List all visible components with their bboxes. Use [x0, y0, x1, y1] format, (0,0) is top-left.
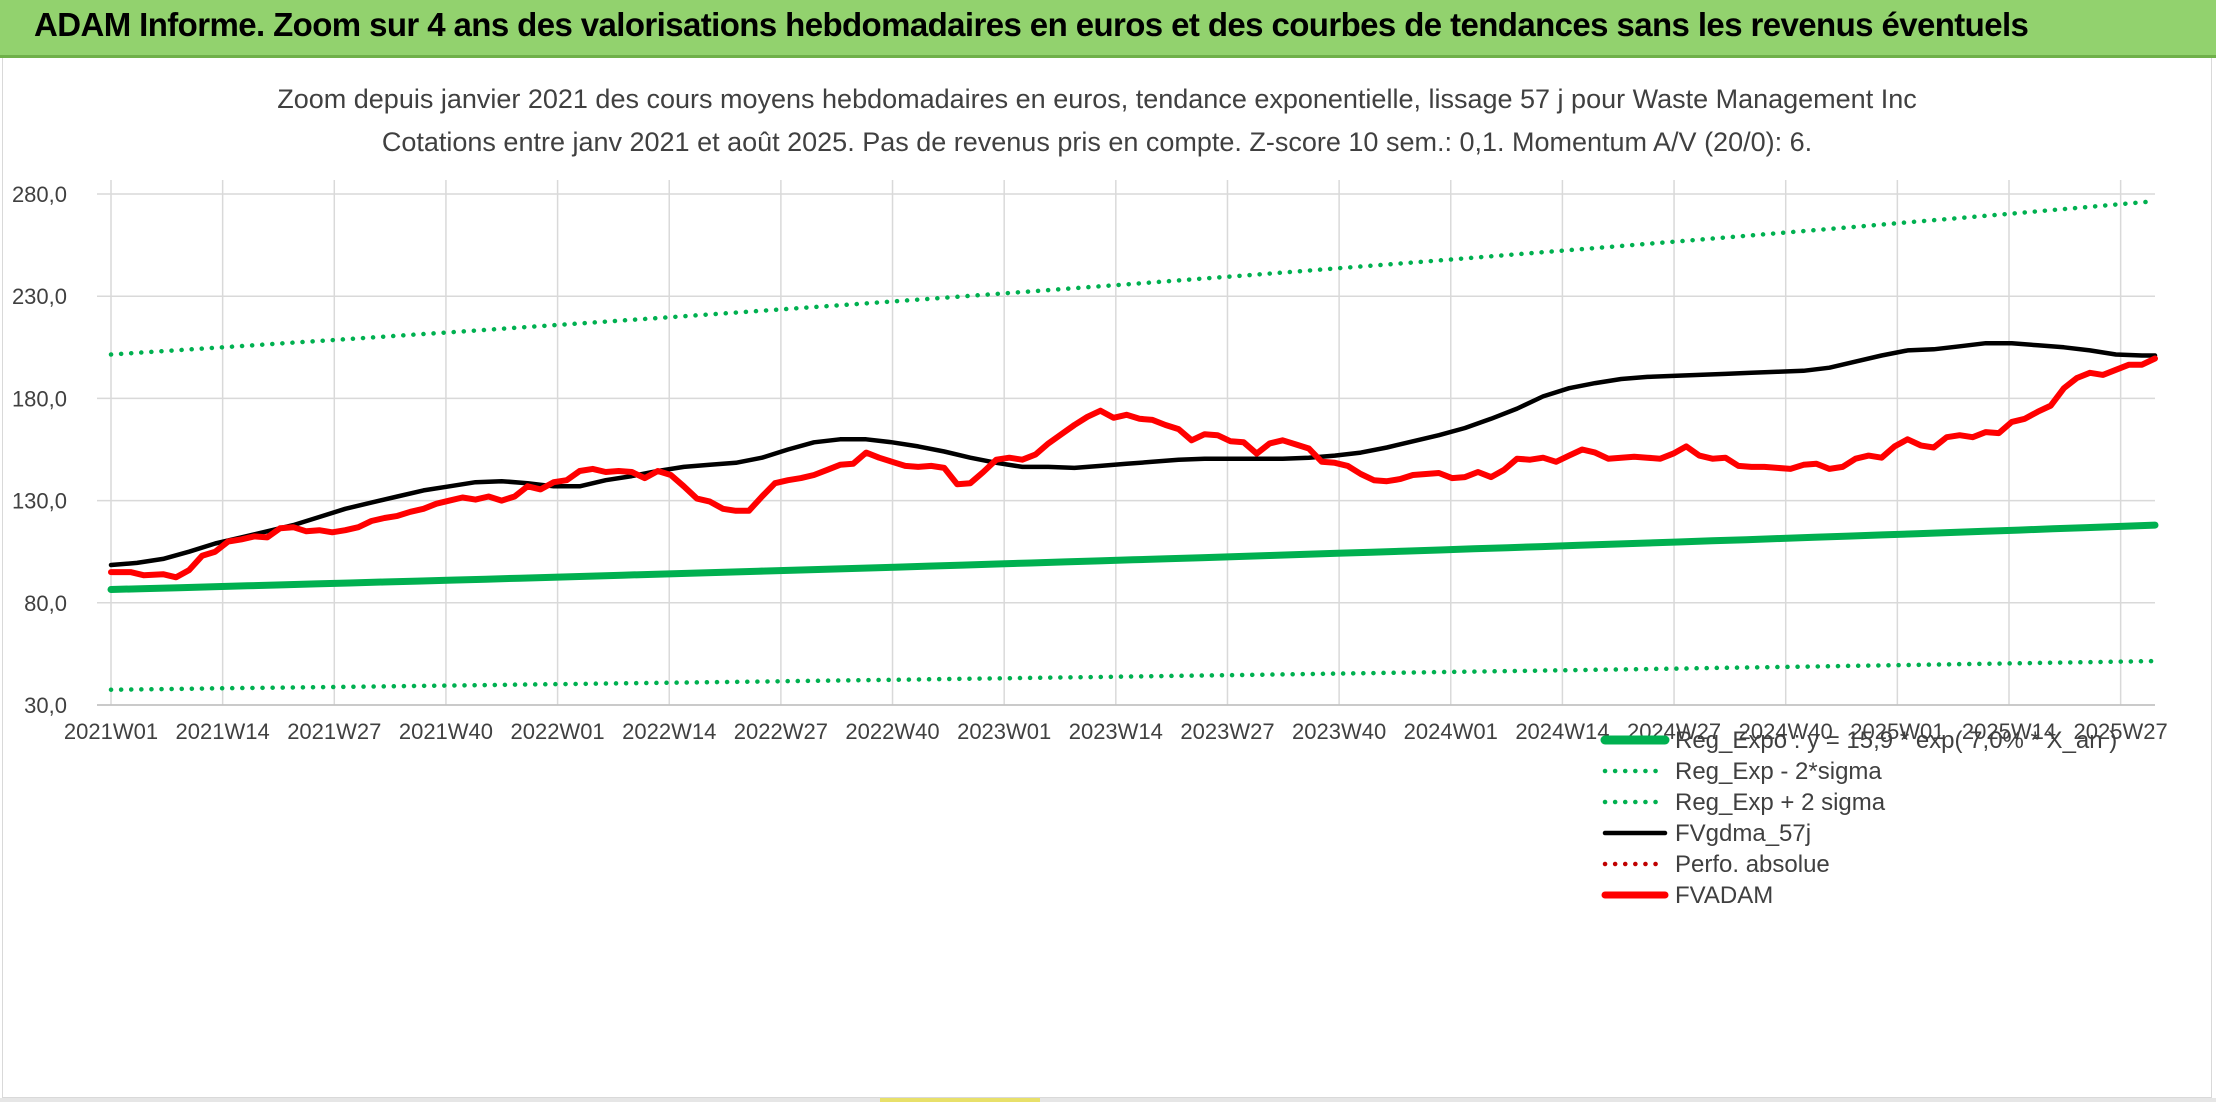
x-tick-label: 2022W27	[734, 719, 828, 744]
bottom-edge	[0, 1098, 2216, 1102]
x-tick-label: 2024W14	[1515, 719, 1609, 744]
x-tick-label: 2025W27	[2074, 719, 2168, 744]
y-tick-label: 280,0	[12, 182, 67, 207]
series-lines	[107, 198, 2159, 692]
legend-label: Reg_Exp - 2*sigma	[1675, 758, 1882, 785]
legend-item: Reg_Expo : y = 15,9 * exp( 7,0% * X_an )	[1600, 727, 2117, 754]
legend-item: Reg_Exp - 2*sigma	[1602, 758, 1882, 785]
bottom-mark	[880, 1098, 1040, 1102]
y-tick-label: 230,0	[12, 284, 67, 309]
chart-area: Zoom depuis janvier 2021 des cours moyen…	[2, 58, 2212, 1098]
x-tick-label: 2022W14	[622, 719, 716, 744]
series-line	[108, 340, 2158, 568]
legend-item: Perfo. absolue	[1602, 851, 1830, 878]
grid	[97, 180, 2155, 706]
report-title: ADAM Informe. Zoom sur 4 ans des valoris…	[34, 6, 2029, 43]
x-tick-label: 2023W14	[1069, 719, 1163, 744]
legend-label: Reg_Expo : y = 15,9 * exp( 7,0% * X_an )	[1675, 727, 2117, 754]
legend-label: Reg_Exp + 2 sigma	[1675, 789, 1886, 816]
line-chart: Zoom depuis janvier 2021 des cours moyen…	[12, 84, 2168, 909]
x-tick-label: 2024W40	[1739, 719, 1833, 744]
x-tick-label: 2021W27	[287, 719, 381, 744]
x-tick-label: 2025W01	[1850, 719, 1944, 744]
x-tick-label: 2024W01	[1404, 719, 1498, 744]
x-tick-label: 2025W14	[1962, 719, 2056, 744]
legend-item: FVADAM	[1601, 882, 1773, 909]
series-line	[107, 521, 2159, 593]
legend-item: Reg_Exp + 2 sigma	[1602, 789, 1886, 816]
legend-label: FVADAM	[1675, 882, 1773, 909]
series-line	[108, 355, 2158, 581]
series-line	[108, 658, 2158, 692]
legend-item: FVgdma_57j	[1602, 820, 1811, 847]
y-tick-label: 130,0	[12, 489, 67, 514]
x-tick-label: 2023W27	[1180, 719, 1274, 744]
series-line	[108, 198, 2158, 357]
legend-label: Perfo. absolue	[1675, 851, 1830, 878]
x-tick-label: 2021W14	[176, 719, 270, 744]
axes: 30,0 80,0 130,0 180,0 230,0 280,0 2021W01 2021W…	[12, 182, 2168, 744]
x-tick-label: 2021W40	[399, 719, 493, 744]
x-tick-label: 2022W01	[510, 719, 604, 744]
chart-title: Zoom depuis janvier 2021 des cours moyen…	[277, 84, 1916, 114]
x-tick-label: 2023W40	[1292, 719, 1386, 744]
y-tick-label: 30,0	[24, 693, 67, 718]
report-banner: ADAM Informe. Zoom sur 4 ans des valoris…	[0, 0, 2216, 58]
chart-subtitle: Cotations entre janv 2021 et août 2025. …	[382, 127, 1812, 157]
x-tick-label: 2022W40	[845, 719, 939, 744]
legend-label: FVgdma_57j	[1675, 820, 1811, 847]
legend: Reg_Expo : y = 15,9 * exp( 7,0% * X_an )…	[1600, 727, 2117, 909]
x-tick-label: 2021W01	[64, 719, 158, 744]
y-tick-label: 80,0	[24, 591, 67, 616]
y-tick-label: 180,0	[12, 386, 67, 411]
x-tick-label: 2023W01	[957, 719, 1051, 744]
